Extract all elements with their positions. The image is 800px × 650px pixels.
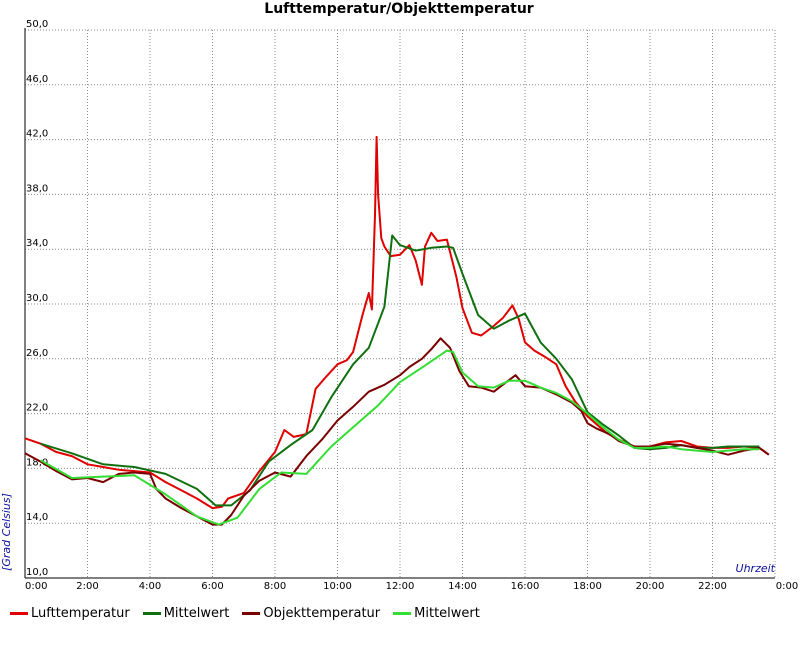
legend: Lufttemperatur Mittelwert Objekttemperat… bbox=[10, 606, 493, 621]
series-lines bbox=[24, 135, 770, 526]
x-tick-label: 12:00 bbox=[386, 581, 415, 592]
axes bbox=[24, 28, 775, 579]
series-line bbox=[24, 337, 770, 526]
series-line bbox=[40, 349, 760, 526]
y-tick-label: 30,0 bbox=[26, 293, 48, 304]
x-tick-label: 8:00 bbox=[264, 581, 286, 592]
legend-label: Objekttemperatur bbox=[263, 606, 381, 621]
x-tick-label: 0:00 bbox=[776, 581, 798, 592]
x-tick-label: 20:00 bbox=[636, 581, 665, 592]
legend-item: Lufttemperatur bbox=[10, 606, 130, 621]
tick-labels: 10,0 14,0 18,0 22,0 26,0 30,0 34,0 38,0 42,0 46,0… bbox=[25, 19, 798, 592]
x-tick-label: 16:00 bbox=[511, 581, 540, 592]
legend-swatch bbox=[393, 612, 412, 615]
y-tick-label: 26,0 bbox=[26, 348, 48, 359]
legend-swatch bbox=[242, 612, 261, 615]
y-tick-label: 42,0 bbox=[26, 129, 48, 140]
y-axis-label: [Grad Celsius] bbox=[0, 493, 13, 571]
y-tick-label: 50,0 bbox=[26, 19, 48, 30]
x-tick-label: 6:00 bbox=[201, 581, 223, 592]
legend-label: Mittelwert bbox=[414, 606, 480, 621]
y-tick-label: 14,0 bbox=[26, 512, 48, 523]
y-tick-label: 38,0 bbox=[26, 183, 48, 194]
series-line bbox=[40, 234, 760, 507]
x-tick-label: 10:00 bbox=[323, 581, 352, 592]
gridlines bbox=[25, 29, 776, 578]
y-tick-label: 34,0 bbox=[26, 238, 48, 249]
y-tick-label: 18,0 bbox=[26, 457, 48, 468]
legend-swatch bbox=[142, 612, 161, 615]
legend-label: Lufttemperatur bbox=[31, 606, 130, 621]
y-tick-label: 46,0 bbox=[26, 74, 48, 85]
chart-title: Lufttemperatur/Objekttemperatur bbox=[264, 1, 534, 17]
x-tick-label: 0:00 bbox=[25, 581, 47, 592]
x-tick-label: 22:00 bbox=[698, 581, 727, 592]
legend-swatch bbox=[10, 612, 28, 615]
x-tick-label: 4:00 bbox=[139, 581, 161, 592]
legend-item: Objekttemperatur bbox=[242, 606, 380, 621]
x-tick-label: 18:00 bbox=[573, 581, 602, 592]
series-line bbox=[24, 135, 770, 510]
y-tick-label: 22,0 bbox=[26, 403, 48, 414]
x-tick-label: 2:00 bbox=[76, 581, 98, 592]
y-tick-label: 10,0 bbox=[26, 567, 48, 578]
legend-item: Mittelwert bbox=[393, 606, 480, 621]
legend-label: Mittelwert bbox=[163, 606, 230, 621]
x-axis-label: Uhrzeit bbox=[736, 562, 776, 575]
x-tick-label: 14:00 bbox=[448, 581, 477, 592]
legend-item: Mittelwert bbox=[142, 606, 230, 621]
